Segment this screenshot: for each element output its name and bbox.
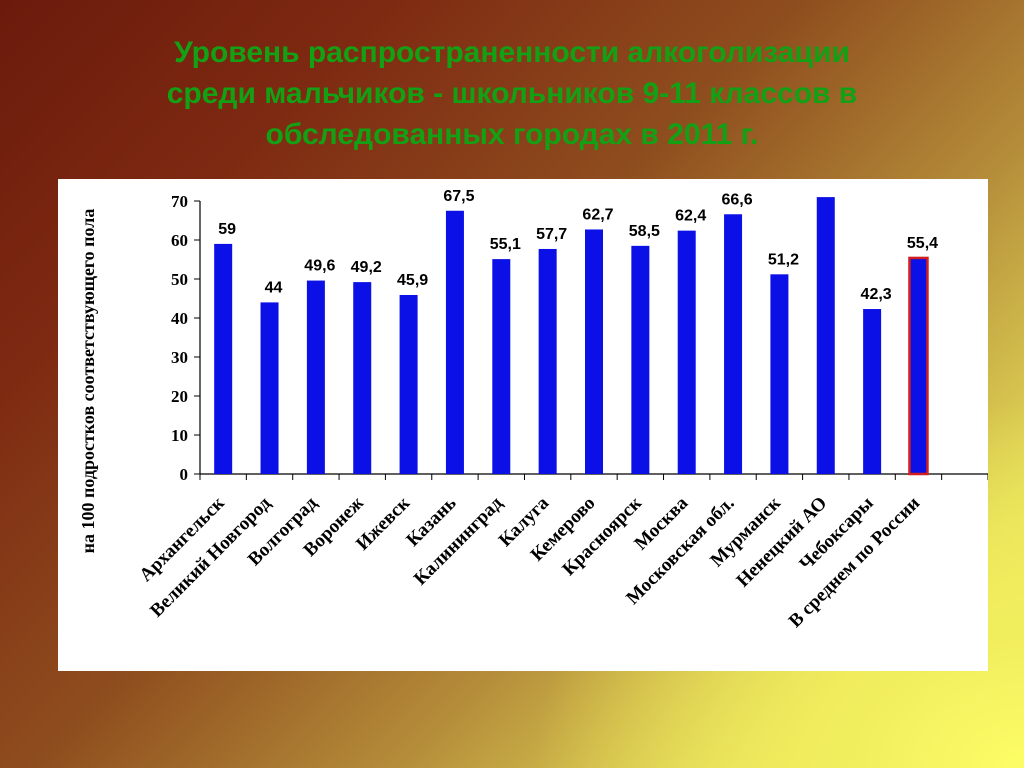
bar — [770, 274, 789, 474]
bar — [306, 280, 325, 474]
data-label: 57,7 — [536, 226, 567, 243]
data-label: 55,1 — [490, 236, 521, 253]
bar — [445, 210, 464, 474]
data-label: 67,5 — [443, 188, 474, 205]
y-tick-label: 60 — [171, 231, 188, 250]
data-label: 55,4 — [907, 235, 938, 252]
data-label: 49,6 — [304, 258, 335, 275]
data-label: 42,3 — [861, 286, 892, 303]
bar — [863, 309, 882, 474]
data-labels: 59 44 49,6 49,2 45,9 67,5 55,1 57,7 62,7 58,5 62,4… — [218, 188, 938, 303]
bar — [214, 243, 233, 474]
bar — [399, 294, 418, 474]
y-tick-label: 10 — [171, 426, 188, 445]
data-label: 66,6 — [721, 191, 752, 208]
y-tick-label: 30 — [171, 348, 188, 367]
slide-title: Уровень распространенности алкоголизации… — [60, 32, 964, 155]
y-tick-label: 40 — [171, 309, 188, 328]
bar-chart: 0 10 20 30 40 50 60 70 59 44 49,6 49,2 45,9 67,5 55,1… — [78, 188, 988, 632]
title-line-3: обследованных городах в 2011 г. — [265, 118, 759, 151]
data-label: 44 — [265, 279, 283, 296]
y-axis-label: на 100 подростков соответствующего пола — [78, 209, 98, 554]
title-line-2: среди мальчиков - школьников 9-11 классо… — [166, 77, 858, 110]
data-label: 62,4 — [675, 208, 706, 225]
data-label: 49,2 — [351, 259, 382, 276]
data-label: 62,7 — [582, 206, 613, 223]
bars — [214, 197, 929, 476]
bar — [816, 197, 835, 474]
data-label: 58,5 — [629, 223, 660, 240]
bar — [724, 214, 743, 474]
bar-highlighted — [908, 256, 929, 476]
bar — [492, 259, 511, 474]
title-line-1: Уровень распространенности алкоголизации — [174, 36, 850, 69]
bar — [677, 230, 696, 474]
y-tick-label: 0 — [180, 465, 189, 484]
chart-panel: 0 10 20 30 40 50 60 70 59 44 49,6 49,2 45,9 67,5 55,1… — [58, 179, 988, 671]
y-tick-label: 70 — [171, 192, 188, 211]
y-axis: 0 10 20 30 40 50 60 70 — [171, 192, 988, 484]
y-tick-label: 20 — [171, 387, 188, 406]
data-label: 45,9 — [397, 272, 428, 289]
bar — [353, 282, 372, 474]
data-label: 59 — [218, 221, 236, 238]
bar — [260, 302, 279, 474]
bar — [538, 248, 557, 474]
bar — [631, 245, 650, 474]
y-tick-label: 50 — [171, 270, 188, 289]
data-label: 51,2 — [768, 251, 799, 268]
bar — [585, 229, 603, 474]
